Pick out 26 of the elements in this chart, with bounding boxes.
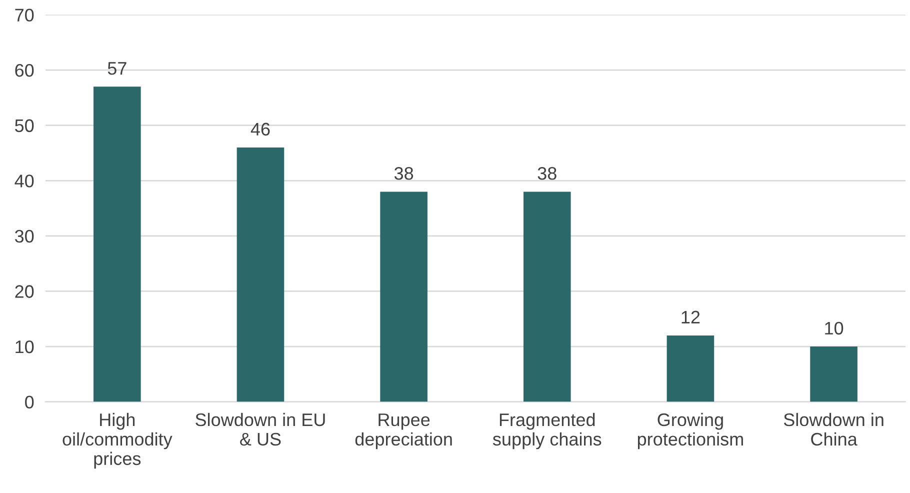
y-tick-label: 0: [25, 396, 34, 409]
x-tick-label: Slowdown in EU & US: [196, 412, 325, 446]
x-tick-label: High oil/commodity prices: [62, 412, 172, 469]
bar: [810, 346, 858, 402]
y-tick-label: 20: [15, 285, 34, 298]
x-tick-label: Rupee depreciation: [355, 414, 452, 450]
data-label: 10: [825, 322, 844, 335]
x-tick-label: Growing protectionism: [638, 412, 743, 450]
y-tick-label: 50: [15, 119, 34, 132]
x-tick-label: Fragmented supply chains: [492, 412, 602, 450]
bar: [236, 147, 284, 402]
bar: [380, 192, 428, 402]
bar: [94, 86, 141, 402]
y-tick-label: 30: [14, 230, 34, 243]
x-tick-label: Slowdown in China: [784, 412, 884, 446]
y-tick-label: 40: [14, 174, 34, 188]
data-label: 38: [538, 167, 556, 180]
data-label: 57: [108, 62, 126, 75]
y-tick-label: 60: [15, 64, 34, 77]
bar: [523, 192, 571, 402]
y-tick-label: 70: [15, 8, 34, 22]
data-label: 38: [394, 167, 414, 180]
bar: [666, 335, 714, 402]
y-tick-label: 10: [16, 340, 34, 354]
data-label: 46: [250, 122, 270, 136]
data-label: 12: [682, 310, 700, 324]
